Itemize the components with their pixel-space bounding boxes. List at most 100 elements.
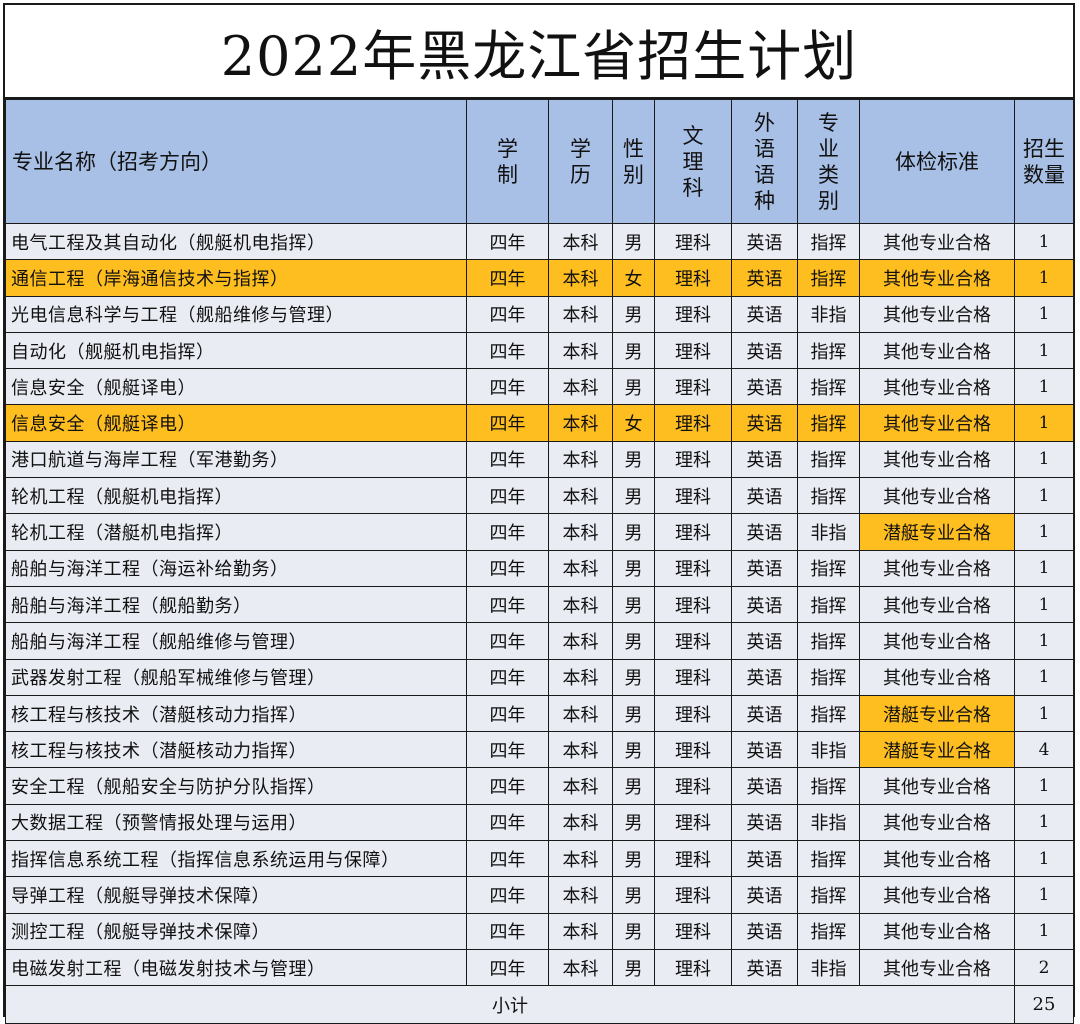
category-cell: 指挥: [797, 694, 860, 733]
duration-cell: 四年: [466, 404, 549, 442]
physical-standard-cell: 其他专业合格: [859, 477, 1015, 515]
gender-cell: 男: [612, 477, 655, 515]
category-cell: 指挥: [797, 658, 860, 696]
duration-cell: 四年: [466, 876, 549, 914]
degree-cell: 本科: [548, 222, 613, 261]
major-cell: 港口航道与海岸工程（军港勤务）: [5, 440, 467, 479]
degree-cell: 本科: [548, 440, 613, 479]
subtotal-row: 小计 25: [5, 985, 1074, 1024]
degree-cell: 本科: [548, 803, 613, 842]
language-cell: 英语: [731, 876, 798, 914]
major-cell: 指挥信息系统工程（指挥信息系统运用与保障）: [5, 840, 467, 878]
degree-cell: 本科: [548, 948, 613, 987]
language-cell: 英语: [731, 477, 798, 515]
physical-standard-cell: 其他专业合格: [859, 622, 1015, 660]
physical-standard-cell: 其他专业合格: [859, 767, 1015, 805]
major-cell: 武器发射工程（舰船军械维修与管理）: [5, 658, 467, 696]
degree-cell: 本科: [548, 477, 613, 515]
language-cell: 英语: [731, 295, 798, 333]
category-cell: 非指: [797, 803, 860, 842]
degree-cell: 本科: [548, 731, 613, 769]
table-row: 光电信息科学与工程（舰船维修与管理） 四年 本科男理科 英语 非指 其他专业合格 1: [5, 295, 1074, 333]
gender-cell: 男: [612, 731, 655, 769]
stream-cell: 理科: [654, 585, 732, 624]
language-cell: 英语: [731, 440, 798, 479]
duration-cell: 四年: [466, 295, 549, 333]
count-cell: 4: [1014, 731, 1074, 769]
category-cell: 非指: [797, 948, 860, 987]
duration-cell: 四年: [466, 513, 549, 551]
major-cell: 船舶与海洋工程（海运补给勤务）: [5, 549, 467, 587]
stream-cell: 理科: [654, 948, 732, 987]
header-duration: 学制: [466, 99, 549, 224]
degree-cell: 本科: [548, 622, 613, 660]
duration-cell: 四年: [466, 912, 549, 950]
count-cell: 1: [1014, 912, 1074, 950]
major-cell: 通信工程（岸海通信技术与指挥）: [5, 259, 467, 297]
table-row: 轮机工程（潜艇机电指挥） 四年 本科男理科 英语 非指 潜艇专业合格 1: [5, 513, 1074, 551]
major-cell: 信息安全（舰艇译电）: [5, 368, 467, 406]
degree-cell: 本科: [548, 331, 613, 370]
language-cell: 英语: [731, 694, 798, 733]
gender-cell: 男: [612, 222, 655, 261]
category-cell: 指挥: [797, 767, 860, 805]
table-row: 轮机工程（舰艇机电指挥） 四年 本科男理科 英语 指挥 其他专业合格 1: [5, 477, 1074, 515]
enrollment-plan-sheet: 2022年黑龙江省招生计划 专业名称（招考方向） 学制 学历 性别 文理科 外语…: [3, 3, 1075, 1024]
count-cell: 1: [1014, 767, 1074, 805]
header-category: 专业类别: [797, 99, 860, 224]
gender-cell: 男: [612, 295, 655, 333]
major-cell: 核工程与核技术（潜艇核动力指挥）: [5, 731, 467, 769]
gender-cell: 男: [612, 948, 655, 987]
degree-cell: 本科: [548, 694, 613, 733]
count-cell: 1: [1014, 513, 1074, 551]
table-row: 导弹工程（舰艇导弹技术保障） 四年 本科男理科 英语 指挥 其他专业合格 1: [5, 876, 1074, 914]
physical-standard-cell: 其他专业合格: [859, 222, 1015, 261]
stream-cell: 理科: [654, 331, 732, 370]
gender-cell: 男: [612, 767, 655, 805]
table-row: 电气工程及其自动化（舰艇机电指挥） 四年 本科男理科 英语 指挥 其他专业合格 1: [5, 222, 1074, 261]
language-cell: 英语: [731, 731, 798, 769]
category-cell: 非指: [797, 295, 860, 333]
header-row: 专业名称（招考方向） 学制 学历 性别 文理科 外语语种 专业类别 体检标准 招…: [5, 99, 1074, 224]
physical-standard-cell: 潜艇专业合格: [859, 694, 1015, 733]
duration-cell: 四年: [466, 440, 549, 479]
gender-cell: 女: [612, 404, 655, 442]
major-cell: 信息安全（舰艇译电）: [5, 404, 467, 442]
gender-cell: 男: [612, 622, 655, 660]
table-row: 指挥信息系统工程（指挥信息系统运用与保障） 四年 本科男理科 英语 指挥 其他专业合格 1: [5, 840, 1074, 878]
table-row: 信息安全（舰艇译电） 四年 本科女理科 英语 指挥 其他专业合格 1: [5, 404, 1074, 442]
language-cell: 英语: [731, 404, 798, 442]
physical-standard-cell: 其他专业合格: [859, 585, 1015, 624]
stream-cell: 理科: [654, 876, 732, 914]
physical-standard-cell: 其他专业合格: [859, 259, 1015, 297]
header-physical: 体检标准: [859, 99, 1015, 224]
table-row: 通信工程（岸海通信技术与指挥） 四年 本科女理科 英语 指挥 其他专业合格 1: [5, 259, 1074, 297]
gender-cell: 男: [612, 840, 655, 878]
major-cell: 轮机工程（潜艇机电指挥）: [5, 513, 467, 551]
category-cell: 指挥: [797, 477, 860, 515]
subtotal-label: 小计: [5, 985, 1015, 1024]
category-cell: 指挥: [797, 840, 860, 878]
degree-cell: 本科: [548, 840, 613, 878]
category-cell: 指挥: [797, 331, 860, 370]
table-row: 核工程与核技术（潜艇核动力指挥） 四年 本科男理科 英语 非指 潜艇专业合格 4: [5, 731, 1074, 769]
gender-cell: 男: [612, 658, 655, 696]
major-cell: 大数据工程（预警情报处理与运用）: [5, 803, 467, 842]
duration-cell: 四年: [466, 622, 549, 660]
physical-standard-cell: 其他专业合格: [859, 912, 1015, 950]
language-cell: 英语: [731, 767, 798, 805]
language-cell: 英语: [731, 585, 798, 624]
enrollment-table: 专业名称（招考方向） 学制 学历 性别 文理科 外语语种 专业类别 体检标准 招…: [5, 99, 1074, 1024]
physical-standard-cell: 其他专业合格: [859, 368, 1015, 406]
gender-cell: 男: [612, 694, 655, 733]
count-cell: 1: [1014, 658, 1074, 696]
physical-standard-cell: 其他专业合格: [859, 331, 1015, 370]
duration-cell: 四年: [466, 948, 549, 987]
physical-standard-cell: 其他专业合格: [859, 658, 1015, 696]
header-count: 招生数量: [1014, 99, 1074, 224]
gender-cell: 男: [612, 513, 655, 551]
language-cell: 英语: [731, 259, 798, 297]
category-cell: 指挥: [797, 876, 860, 914]
duration-cell: 四年: [466, 368, 549, 406]
degree-cell: 本科: [548, 368, 613, 406]
